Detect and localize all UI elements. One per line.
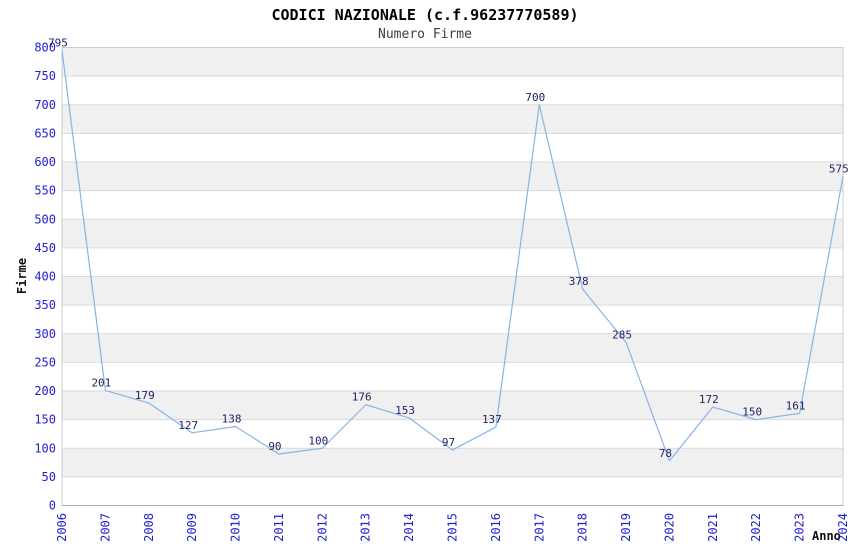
- value-label: 153: [395, 404, 415, 417]
- x-tick-label: 2018: [576, 513, 590, 542]
- plot-band: [62, 391, 843, 420]
- y-axis-title: Firme: [15, 257, 29, 295]
- x-tick-label: 2006: [55, 513, 69, 542]
- value-label: 176: [352, 391, 372, 404]
- x-tick-label: 2020: [662, 513, 676, 542]
- plot-band: [62, 362, 843, 391]
- value-label: 378: [569, 275, 589, 288]
- chart-title: CODICI NAZIONALE (c.f.96237770589): [271, 6, 579, 24]
- plot-band: [62, 47, 843, 77]
- x-tick-label: 2012: [315, 513, 329, 542]
- y-tick-label: 250: [34, 355, 56, 369]
- plot-band: [62, 333, 843, 363]
- value-label: 795: [48, 36, 68, 49]
- y-tick-label: 500: [34, 212, 56, 226]
- plot-band: [62, 104, 843, 134]
- y-tick-label: 750: [34, 69, 56, 83]
- y-tick-label: 100: [34, 441, 56, 455]
- x-tick-label: 2008: [142, 513, 156, 542]
- x-tick-label: 2011: [272, 513, 286, 542]
- x-tick-label: 2013: [359, 513, 373, 542]
- data-line: [61, 50, 844, 462]
- plot-band: [62, 133, 843, 162]
- y-tick-label: 150: [34, 413, 56, 427]
- plot-band: [62, 305, 843, 334]
- value-label: 90: [268, 440, 281, 453]
- value-label: 172: [699, 393, 719, 406]
- x-tick-label: 2024: [836, 513, 850, 542]
- plot-band: [62, 247, 843, 277]
- plot-band: [62, 190, 843, 220]
- y-tick-label: 650: [34, 126, 56, 140]
- y-tick-label: 0: [49, 499, 56, 513]
- plot-band: [62, 448, 843, 477]
- value-label: 575: [829, 162, 849, 175]
- value-label: 150: [742, 406, 762, 419]
- value-label: 700: [525, 91, 545, 104]
- x-tick-label: 2009: [185, 513, 199, 542]
- value-label: 179: [135, 389, 155, 402]
- value-label: 161: [786, 399, 806, 412]
- x-tick-label: 2019: [619, 513, 633, 542]
- plot-band: [62, 219, 843, 248]
- y-tick-label: 350: [34, 298, 56, 312]
- plot-band: [62, 476, 843, 506]
- x-tick-label: 2016: [489, 513, 503, 542]
- value-label: 201: [91, 376, 111, 389]
- y-tick-label: 700: [34, 98, 56, 112]
- value-label: 127: [178, 419, 198, 432]
- x-tick-label: 2015: [446, 513, 460, 542]
- y-tick-label: 600: [34, 155, 56, 169]
- y-tick-label: 800: [34, 41, 56, 55]
- x-tick-label: 2022: [749, 513, 763, 542]
- y-tick-label: 300: [34, 327, 56, 341]
- plot-band: [62, 419, 843, 449]
- value-label: 285: [612, 328, 632, 341]
- value-label: 138: [222, 412, 242, 425]
- x-tick-label: 2021: [706, 513, 720, 542]
- plot-band: [62, 276, 843, 306]
- y-tick-label: 50: [42, 470, 56, 484]
- x-tick-label: 2023: [793, 513, 807, 542]
- value-label: 137: [482, 413, 502, 426]
- x-axis-title: Anno: [812, 529, 841, 543]
- value-label: 78: [659, 447, 672, 460]
- chart-subtitle: Numero Firme: [378, 27, 472, 42]
- x-tick-label: 2017: [532, 513, 546, 542]
- x-tick-label: 2007: [98, 513, 112, 542]
- y-tick-label: 200: [34, 384, 56, 398]
- x-tick-label: 2014: [402, 513, 416, 542]
- y-tick-label: 450: [34, 241, 56, 255]
- value-label: 97: [442, 436, 455, 449]
- x-tick-label: 2010: [229, 513, 243, 542]
- plot-band: [62, 76, 843, 105]
- value-label: 100: [308, 434, 328, 447]
- y-tick-label: 400: [34, 270, 56, 284]
- plot-band: [62, 162, 843, 191]
- y-tick-label: 550: [34, 184, 56, 198]
